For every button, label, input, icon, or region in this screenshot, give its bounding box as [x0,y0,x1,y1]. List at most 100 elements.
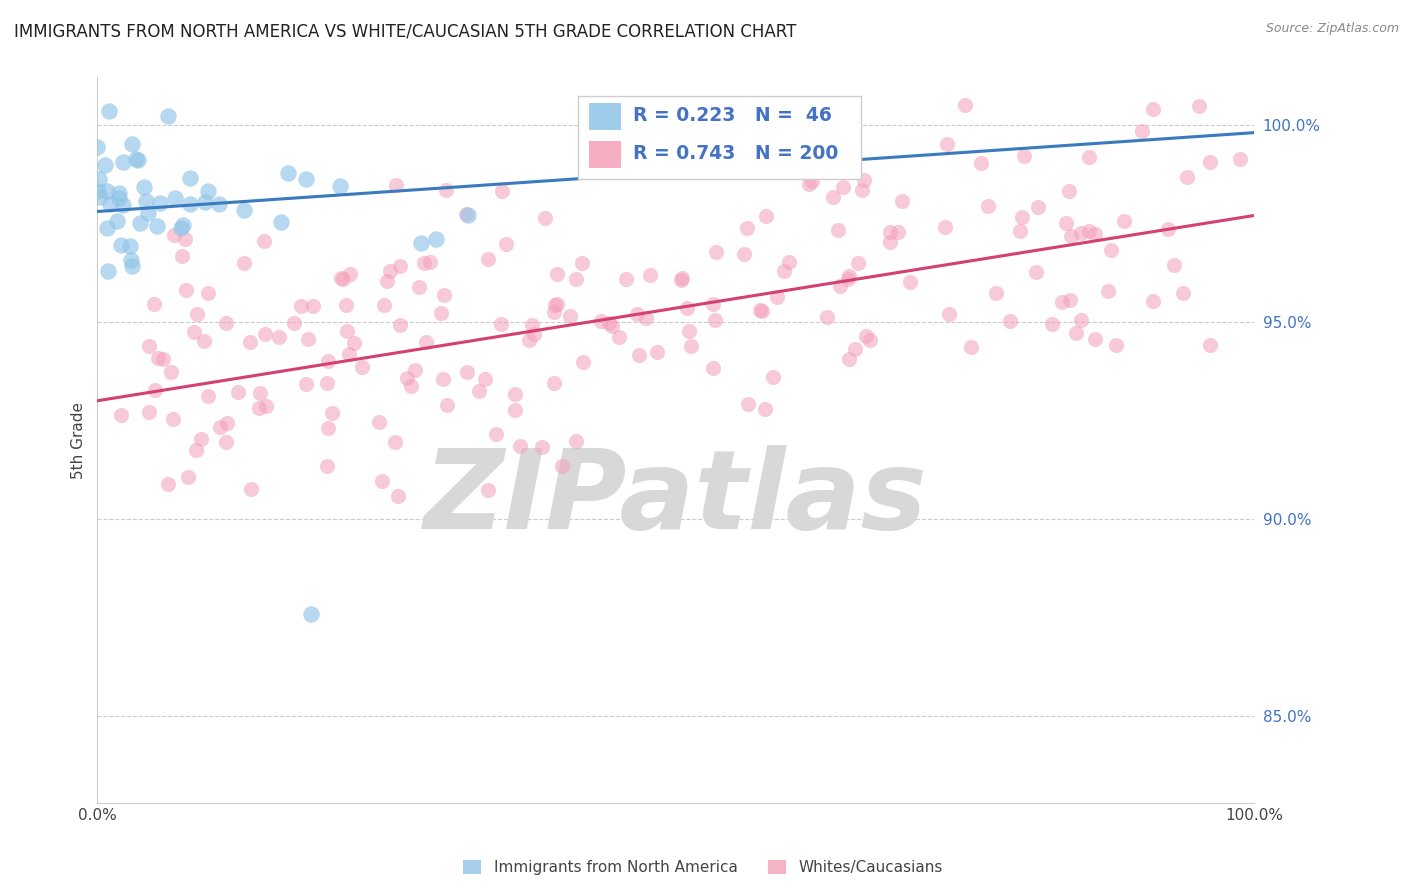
Point [1112,214,1135,228]
Point [477,252,499,266]
Point [879,235,901,250]
Point [148,351,170,365]
Point [1163,258,1185,272]
Y-axis label: 5th Grade: 5th Grade [72,401,86,479]
Point [1014,149,1036,163]
Point [238,335,260,350]
Point [121,137,143,152]
Point [97,104,120,119]
Point [762,370,785,384]
Text: R = 0.743   N = 200: R = 0.743 N = 200 [633,145,838,163]
Point [277,166,299,180]
Point [121,259,143,273]
Point [457,209,479,223]
Point [94,158,117,172]
Point [97,263,120,277]
Point [1084,332,1107,346]
Point [797,177,820,191]
Point [503,387,526,401]
Point [290,299,312,313]
Point [1077,150,1099,164]
Point [1173,285,1195,300]
Point [335,298,357,312]
Point [370,474,392,488]
Point [163,227,186,242]
Point [837,272,859,286]
Point [186,307,208,321]
Point [143,296,166,310]
Point [134,180,156,194]
Point [1011,210,1033,224]
Point [737,397,759,411]
Point [208,197,231,211]
Point [138,206,160,220]
Point [609,330,631,344]
Point [183,325,205,339]
Point [226,385,249,400]
Point [1099,243,1122,257]
Point [546,268,568,282]
Point [179,197,201,211]
Point [1050,295,1073,310]
Point [396,371,419,385]
Point [160,365,183,379]
Point [830,279,852,293]
Point [316,354,339,368]
Point [855,329,877,343]
Point [598,316,620,330]
Point [118,238,141,252]
Point [215,434,238,449]
Point [859,333,882,347]
Point [543,376,565,391]
Point [523,326,546,341]
Point [339,267,361,281]
Point [558,309,581,323]
Point [626,307,648,321]
Point [1059,293,1081,307]
Point [87,184,110,198]
Bar [589,141,621,168]
Point [373,297,395,311]
Bar [589,103,621,130]
Point [120,252,142,267]
Point [879,225,901,239]
Point [801,174,824,188]
Point [676,301,699,315]
Point [387,489,409,503]
Point [112,155,135,169]
Point [1105,338,1128,352]
Point [145,219,167,234]
Point [815,310,838,324]
Point [240,483,263,497]
Point [316,376,339,390]
Point [233,202,256,217]
Point [253,326,276,341]
Point [600,319,623,334]
Point [215,416,238,430]
Point [679,338,702,352]
Point [252,234,274,248]
Point [377,275,399,289]
Point [852,172,875,186]
Point [418,255,440,269]
Point [780,98,803,112]
Point [1060,228,1083,243]
Point [589,314,612,328]
Point [197,285,219,300]
Text: ZIPatlas: ZIPatlas [425,445,928,552]
Point [127,153,149,168]
Text: IMMIGRANTS FROM NORTH AMERICA VS WHITE/CAUCASIAN 5TH GRADE CORRELATION CHART: IMMIGRANTS FROM NORTH AMERICA VS WHITE/C… [14,22,796,40]
Point [197,184,219,198]
Point [283,316,305,330]
Point [172,249,194,263]
Point [898,275,921,289]
Point [571,256,593,270]
Text: Source: ZipAtlas.com: Source: ZipAtlas.com [1265,22,1399,36]
Point [432,288,454,302]
Point [367,415,389,429]
Point [751,304,773,318]
Point [530,440,553,454]
Point [170,221,193,235]
Point [766,290,789,304]
Point [508,440,530,454]
